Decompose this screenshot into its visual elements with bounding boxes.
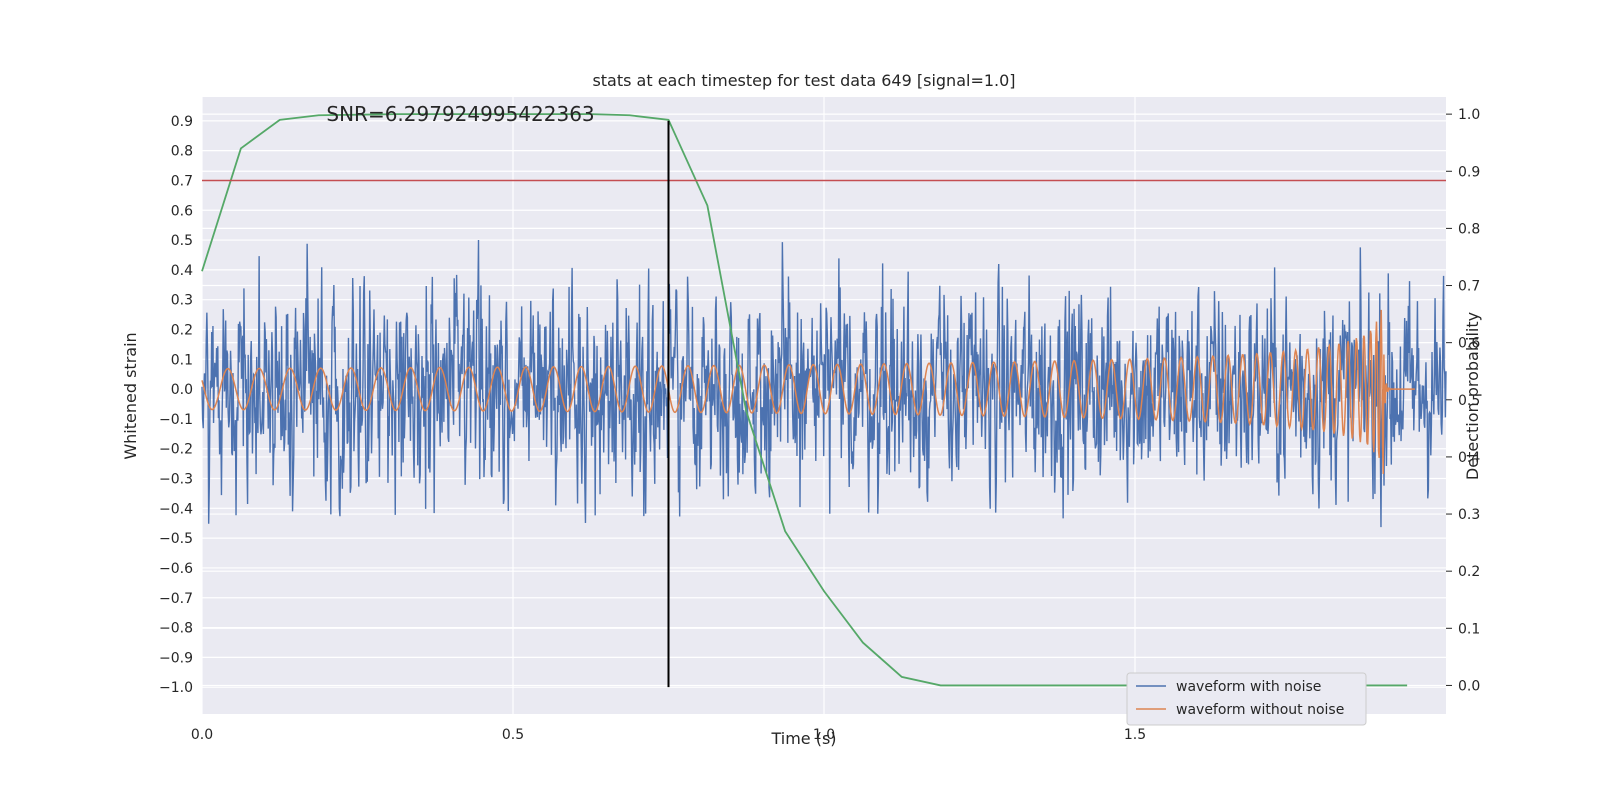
y-left-tick-label: −0.7 bbox=[159, 591, 193, 607]
y-left-tick-label: −0.6 bbox=[159, 561, 193, 577]
y-left-tick-label: 0.6 bbox=[171, 203, 193, 219]
x-axis-label: Time (s) bbox=[770, 729, 836, 748]
y-right-tick-label: 0.8 bbox=[1458, 221, 1480, 237]
y-left-tick-label: −0.1 bbox=[159, 412, 193, 428]
y-axis-label-right: Detection probability bbox=[1463, 312, 1482, 480]
legend-label-noise: waveform with noise bbox=[1176, 679, 1321, 695]
series-waveform-without-noise bbox=[201, 309, 1415, 475]
y-right-tick-label: 0.3 bbox=[1458, 507, 1480, 523]
x-tick-label: 0.0 bbox=[191, 727, 213, 743]
y-left-tick-label: 0.5 bbox=[171, 233, 193, 249]
y-left-tick-label: 0.1 bbox=[171, 352, 193, 368]
snr-annotation: SNR=6.297924995422363 bbox=[326, 102, 594, 126]
y-left-tick-label: 0.2 bbox=[171, 322, 193, 338]
y-left-tick-label: 0.9 bbox=[171, 114, 193, 130]
y-left-tick-label: −1.0 bbox=[159, 680, 193, 696]
y-left-tick-label: −0.5 bbox=[159, 531, 193, 547]
series-waveform-with-noise bbox=[201, 240, 1447, 528]
y-left-tick-label: 0.7 bbox=[171, 173, 193, 189]
y-left-tick-label: −0.8 bbox=[159, 621, 193, 637]
y-left-tick-label: −0.9 bbox=[159, 650, 193, 666]
x-tick-label: 0.5 bbox=[502, 727, 524, 743]
legend: waveform with noise waveform without noi… bbox=[1126, 672, 1367, 726]
y-left-tick-label: −0.4 bbox=[159, 501, 193, 517]
legend-box bbox=[1126, 672, 1367, 726]
x-tick-label: 1.5 bbox=[1124, 727, 1146, 743]
y-right-tick-label: 0.6 bbox=[1458, 336, 1480, 352]
y-left-tick-label: 0.3 bbox=[171, 293, 193, 309]
y-axis-label-left: Whitened strain bbox=[121, 332, 140, 459]
y-left-tick-label: 0.0 bbox=[171, 382, 193, 398]
y-right-tick-label: 0.7 bbox=[1458, 279, 1480, 295]
y-left-tick-label: 0.8 bbox=[171, 144, 193, 160]
y-right-tick-label: 0.2 bbox=[1458, 564, 1480, 580]
chart-title: stats at each timestep for test data 649… bbox=[592, 71, 1015, 90]
y-right-tick-label: 0.1 bbox=[1458, 621, 1480, 637]
y-right-tick-label: 0.5 bbox=[1458, 393, 1480, 409]
y-right-tick-label: 1.0 bbox=[1458, 107, 1480, 123]
y-left-tick-label: −0.3 bbox=[159, 472, 193, 488]
y-right-tick-label: 0.4 bbox=[1458, 450, 1480, 466]
x-tick-label: 1.0 bbox=[813, 727, 835, 743]
legend-label-clean: waveform without noise bbox=[1176, 702, 1344, 718]
y-left-tick-label: −0.2 bbox=[159, 442, 193, 458]
y-left-tick-label: 0.4 bbox=[171, 263, 193, 279]
y-right-tick-label: 0.0 bbox=[1458, 678, 1480, 694]
y-right-tick-label: 0.9 bbox=[1458, 164, 1480, 180]
